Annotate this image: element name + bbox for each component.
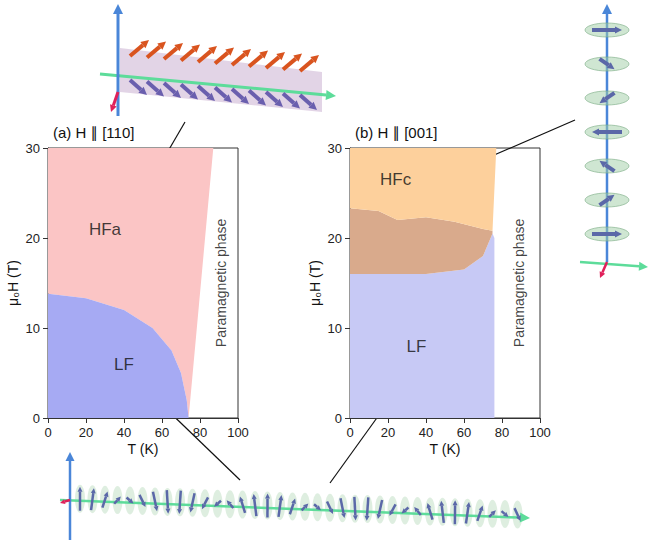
svg-text:(a) H ∥ [110]: (a) H ∥ [110] [53,124,134,142]
svg-text:20: 20 [26,231,40,246]
svg-text:30: 30 [328,141,342,156]
svg-text:60: 60 [457,425,471,440]
svg-text:HFa: HFa [89,220,122,239]
svg-text:40: 40 [117,425,131,440]
svg-text:T (K): T (K) [430,441,461,457]
svg-text:0: 0 [346,425,353,440]
svg-text:μ₀H (T): μ₀H (T) [307,260,323,306]
svg-text:20: 20 [328,231,342,246]
svg-text:30: 30 [26,141,40,156]
svg-text:20: 20 [79,425,93,440]
svg-text:80: 80 [193,425,207,440]
svg-text:60: 60 [155,425,169,440]
svg-text:0: 0 [44,425,51,440]
svg-text:20: 20 [381,425,395,440]
svg-text:μ₀H (T): μ₀H (T) [5,260,21,306]
svg-text:HFc: HFc [380,170,412,189]
svg-text:LF: LF [407,337,427,356]
svg-text:100: 100 [529,425,551,440]
svg-text:10: 10 [26,321,40,336]
svg-text:80: 80 [495,425,509,440]
svg-text:0: 0 [335,411,342,426]
svg-text:LF: LF [114,355,134,374]
svg-text:10: 10 [328,321,342,336]
svg-text:(b) H ∥ [001]: (b) H ∥ [001] [355,124,438,142]
svg-text:40: 40 [419,425,433,440]
svg-text:Paramagnetic phase: Paramagnetic phase [213,219,229,348]
svg-text:0: 0 [33,411,40,426]
svg-text:T (K): T (K) [128,441,159,457]
svg-text:100: 100 [227,425,249,440]
svg-text:Paramagnetic phase: Paramagnetic phase [511,219,527,348]
